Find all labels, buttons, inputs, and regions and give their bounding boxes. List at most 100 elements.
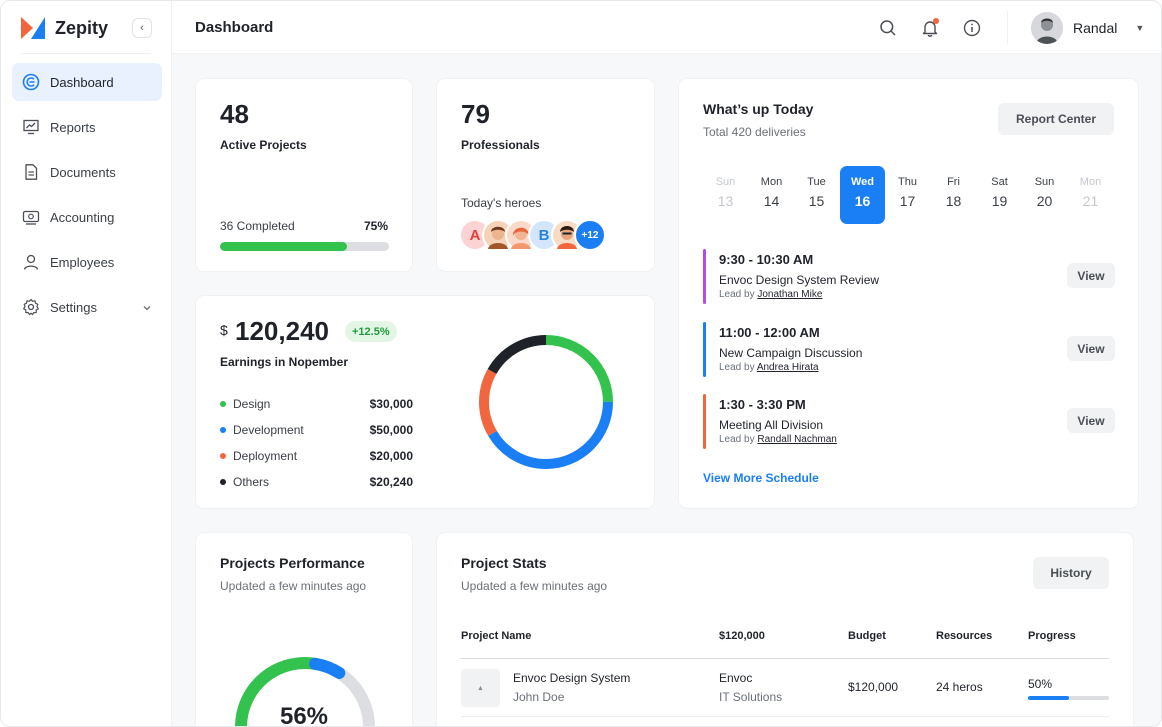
earnings-item-name: Others (233, 475, 270, 489)
project-stats-card: Project Stats Updated a few minutes ago … (437, 533, 1133, 726)
sidebar-nav: Dashboard Reports Documents Accounting (12, 63, 162, 333)
calendar-day[interactable]: Sun 20 (1022, 166, 1067, 224)
currency-symbol: $ (220, 322, 228, 338)
brand-name: Zepity (55, 17, 109, 38)
day-name: Sun (715, 176, 736, 188)
sidebar-item-documents[interactable]: Documents (12, 153, 162, 191)
earnings-label: Earnings in Nopember (220, 355, 349, 369)
schedule-time: 1:30 - 3:30 PM (719, 397, 806, 412)
sidebar-item-reports[interactable]: Reports (12, 108, 162, 146)
today-title: What’s up Today (703, 101, 814, 117)
schedule-name: Envoc Design System Review (719, 273, 880, 287)
gear-icon (22, 298, 40, 316)
today-card: What’s up Today Total 420 deliveries Rep… (679, 79, 1138, 508)
earnings-item-name: Deployment (233, 449, 298, 463)
column-header-budget: Budget (848, 630, 886, 642)
schedule-item: 9:30 - 10:30 AM Envoc Design System Revi… (703, 249, 1115, 304)
info-icon[interactable] (962, 18, 982, 38)
calendar-day[interactable]: Mon 14 (749, 166, 794, 224)
view-schedule-button[interactable]: View (1067, 336, 1115, 361)
gauge-fill (235, 657, 323, 726)
report-center-label: Report Center (1015, 112, 1096, 126)
earnings-item-development: Development $50,000 (220, 421, 413, 439)
earnings-item-amount: $30,000 (369, 397, 413, 411)
schedule-color-bar (703, 322, 706, 377)
calendar-day[interactable]: Tue 15 (794, 166, 839, 224)
reports-icon (22, 118, 40, 136)
sidebar-item-label: Employees (50, 254, 115, 270)
sidebar-item-employees[interactable]: Employees (12, 243, 162, 281)
calendar-day[interactable]: Mon 21 (1068, 166, 1113, 224)
day-name: Sat (991, 176, 1008, 188)
view-label: View (1077, 268, 1105, 283)
schedule-item: 11:00 - 12:00 AM New Campaign Discussion… (703, 322, 1115, 377)
calendar-day[interactable]: Wed 16 (840, 166, 885, 224)
sidebar-item-settings[interactable]: Settings (12, 288, 162, 326)
avatar-initial: A (469, 226, 481, 244)
document-icon (22, 163, 40, 181)
project-thumbnail-icon: ▲ (461, 669, 500, 707)
legend-dot (220, 427, 226, 433)
column-header-project-name: Project Name (461, 630, 532, 642)
earnings-item-amount: $50,000 (369, 423, 413, 437)
more-heroes-badge[interactable]: +12 (574, 219, 606, 251)
sidebar-item-label: Reports (50, 119, 96, 135)
view-schedule-button[interactable]: View (1067, 408, 1115, 433)
more-heroes-count: +12 (581, 229, 599, 241)
earnings-change: +12.5% (352, 325, 390, 338)
caret-down-icon[interactable]: ▼ (1135, 23, 1145, 33)
view-more-schedule-link[interactable]: View More Schedule (703, 471, 819, 485)
chevron-down-icon[interactable] (142, 301, 152, 316)
user-icon (22, 253, 40, 271)
view-schedule-button[interactable]: View (1067, 263, 1115, 288)
earnings-item-amount: $20,000 (369, 449, 413, 463)
day-date: 20 (1036, 193, 1053, 209)
sidebar-item-accounting[interactable]: Accounting (12, 198, 162, 236)
schedule-name: New Campaign Discussion (719, 346, 863, 360)
avatar-initial: B (538, 226, 550, 244)
bell-icon[interactable] (920, 18, 940, 38)
history-label: History (1050, 566, 1092, 580)
active-projects-card: 48 Active Projects 36 Completed 75% (196, 79, 412, 271)
day-name: Thu (898, 176, 917, 188)
brand-logo[interactable]: Zepity (21, 17, 108, 39)
accounting-icon (22, 208, 40, 226)
lead-name-link[interactable]: Jonathan Mike (757, 289, 823, 300)
sidebar-item-dashboard[interactable]: Dashboard (12, 63, 162, 101)
day-date: 16 (854, 193, 871, 209)
search-icon[interactable] (878, 18, 898, 38)
schedule-lead: Lead by Randall Nachman (719, 434, 837, 445)
day-date: 18 (945, 193, 962, 209)
donut-segment-others (479, 335, 613, 469)
view-label: View (1077, 413, 1105, 428)
day-date: 14 (763, 193, 780, 209)
calendar-day[interactable]: Fri 18 (931, 166, 976, 224)
day-date: 13 (717, 193, 734, 209)
table-header-divider (461, 658, 1109, 659)
user-menu[interactable]: Randal ▼ (1031, 12, 1144, 44)
day-date: 15 (808, 193, 825, 209)
calendar-day[interactable]: Sat 19 (977, 166, 1022, 224)
completed-label: 36 Completed (220, 219, 295, 233)
history-button[interactable]: History (1033, 557, 1109, 589)
lead-name-link[interactable]: Randall Nachman (757, 434, 837, 445)
earnings-item-deployment: Deployment $20,000 (220, 447, 413, 465)
project-budget: $120,000 (848, 680, 899, 694)
top-header: Dashboard Randal ▼ (172, 1, 1161, 54)
avatar[interactable] (1031, 12, 1063, 44)
earnings-item-name: Design (233, 397, 271, 411)
sidebar-item-label: Accounting (50, 209, 115, 225)
heroes-label: Today's heroes (461, 196, 542, 210)
calendar-day[interactable]: Sun 13 (703, 166, 748, 224)
column-header-resources: Resources (936, 630, 993, 642)
earnings-item-design: Design $30,000 (220, 395, 413, 413)
calendar-day[interactable]: Thu 17 (885, 166, 930, 224)
lead-name-link[interactable]: Andrea Hirata (756, 362, 819, 373)
report-center-button[interactable]: Report Center (998, 103, 1114, 135)
collapse-sidebar-button[interactable]: ‹ (132, 18, 152, 38)
earnings-total: 120,240 (235, 316, 329, 346)
project-client: Envoc (719, 671, 753, 685)
notification-dot (933, 18, 939, 24)
lead-prefix: Lead by (719, 434, 755, 445)
